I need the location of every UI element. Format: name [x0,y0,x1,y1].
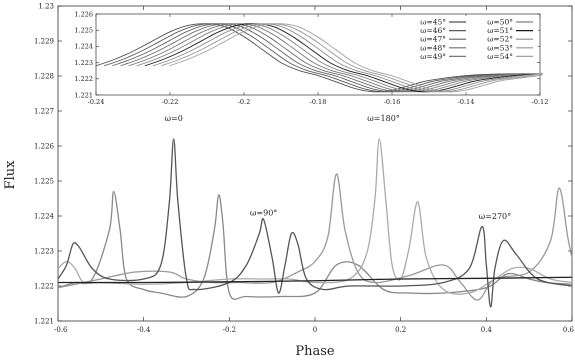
legend-item: ω=46° [420,26,466,35]
legend-label: ω=53° [487,43,513,52]
y-axis-label: Flux [3,160,18,190]
inset-x-tick-label: -0.22 [162,98,179,106]
legend-item: ω=52° [487,35,533,44]
legend-item: ω=45° [420,18,466,27]
legend-label: ω=46° [420,26,446,35]
inset-series-line-8 [152,23,542,93]
y-tick-label: 1.223 [34,248,54,256]
inset-x-tick-label: -0.12 [532,98,549,106]
legend-label: ω=51° [487,26,513,35]
y-tick-label: 1.224 [34,213,55,221]
legend-item: ω=53° [487,43,533,52]
legend-label: ω=47° [420,35,446,44]
inset-x-tick-label: -0.24 [88,98,105,106]
curve-annotation: ω=180° [367,114,400,123]
inset-series-line-3 [112,23,541,93]
x-tick-label: -0.4 [137,326,151,334]
legend-label: ω=54° [487,52,513,61]
inset-series-line-4 [120,23,541,93]
legend-label: ω=50° [487,18,513,27]
inset-plot: -0.24 -0.22 -0.2 -0.18 -0.16 -0.14 -0.12 1.221 1… [66,10,548,111]
x-tick-label: -0.6 [54,326,68,334]
x-axis-label: Phase [295,344,335,359]
inset-x-tick-label: -0.16 [384,98,401,106]
curve-annotation: ω=90° [250,209,277,218]
inset-y-tick-label: 1.224 [74,43,93,51]
inset-series-line-5 [128,23,541,93]
series-line-3 [57,138,573,295]
inset-series-line-1 [95,23,541,93]
inset-y-tick-label: 1.223 [74,59,93,67]
curve-annotation: ω=270° [479,212,512,221]
y-tick-label: 1.222 [34,283,54,291]
series-line-5 [57,276,573,284]
legend-item: ω=51° [487,26,533,35]
inset-series-line-10 [169,23,543,93]
inset-series-line-6 [136,23,543,93]
x-tick-label: 0.6 [563,326,575,334]
series-line-4 [57,138,573,308]
legend-item: ω=47° [420,35,466,44]
legend-label: ω=49° [420,52,446,61]
y-tick-label: 1.226 [34,143,55,151]
legend-item: ω=49° [420,52,466,61]
y-tick-label: 1.229 [34,38,54,46]
legend-label: ω=45° [420,18,446,27]
y-tick-label: 1.225 [34,178,54,186]
legend-item: ω=54° [487,52,533,61]
y-tick-label: 1.227 [34,108,54,116]
series-line-1 [57,190,573,300]
inset-series-line-2 [103,23,541,93]
inset-y-tick-label: 1.226 [74,10,93,18]
legend-item: ω=50° [487,18,533,27]
legend-label: ω=52° [487,35,513,44]
inset-legend: ω=45°ω=46°ω=47°ω=48°ω=49° ω=50°ω=51°ω=52°… [408,16,538,62]
inset-y-tick-label: 1.221 [74,91,93,99]
x-tick-label: 0.4 [481,326,493,334]
y-tick-label: 1.23 [38,3,54,11]
x-tick-label: -0.2 [223,326,237,334]
inset-x-tick-label: -0.2 [238,98,251,106]
inset-series-line-9 [160,23,542,93]
inset-x-tick-label: -0.18 [310,98,327,106]
inset-series-line-7 [144,23,543,93]
x-tick-label: 0 [313,326,317,334]
legend-label: ω=48° [420,43,446,52]
inset-y-tick-label: 1.225 [74,27,93,35]
curve-annotation: ω=0 [164,114,182,123]
inset-x-tick-label: -0.14 [458,98,475,106]
y-tick-label: 1.221 [34,318,54,326]
inset-y-tick-label: 1.222 [74,75,93,83]
main-plot: -0.6 -0.4 -0.2 0 0.2 0.4 0.6 1.221 1.222 1.223 1.2… [34,3,575,335]
x-tick-label: 0.2 [395,326,406,334]
y-tick-label: 1.228 [34,73,54,81]
legend-item: ω=48° [420,43,466,52]
